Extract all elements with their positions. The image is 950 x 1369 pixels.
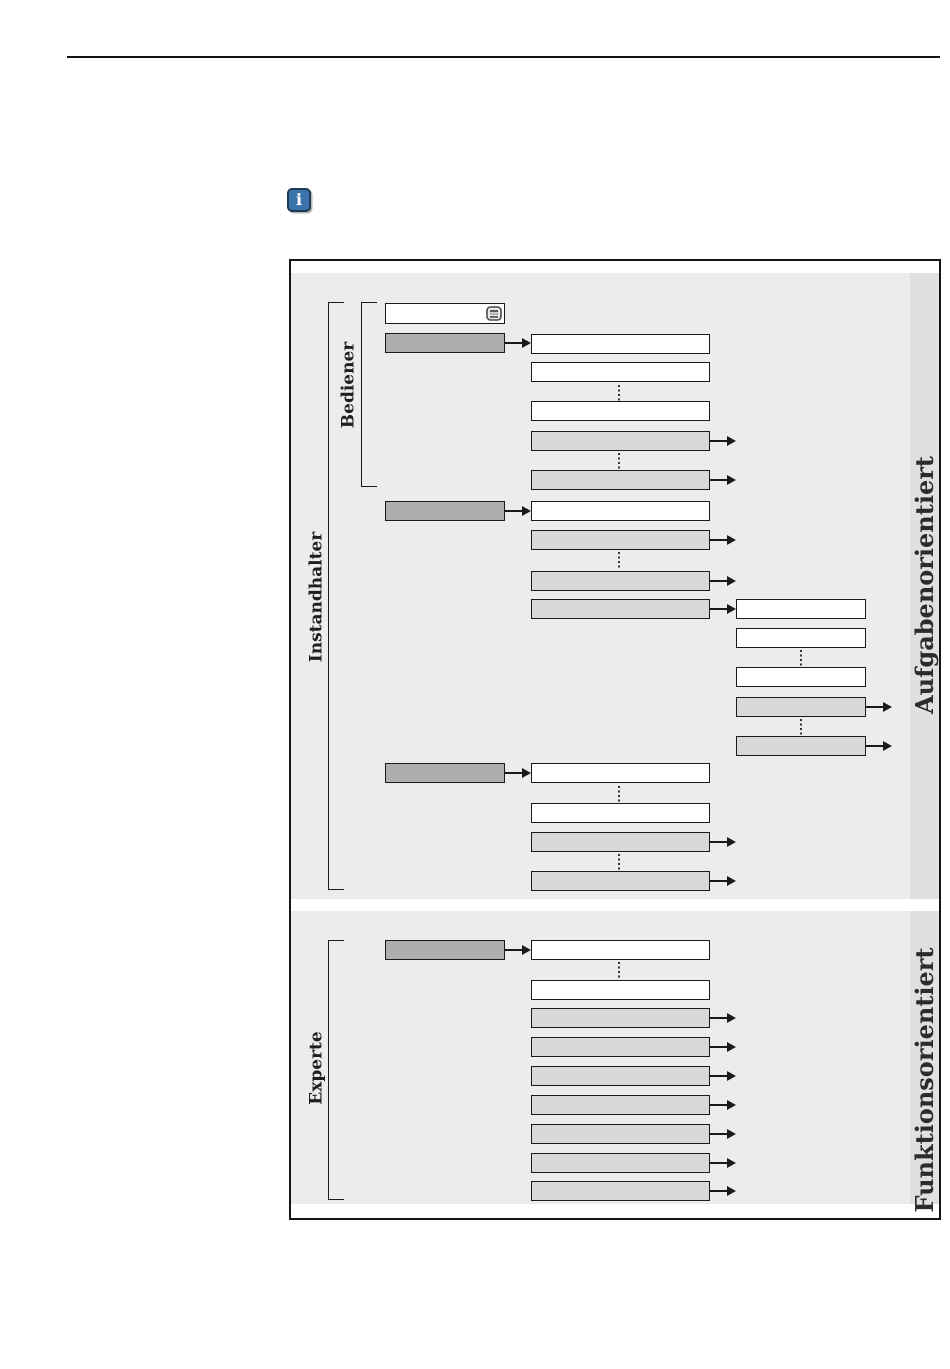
ellipsis-dots — [618, 854, 620, 856]
label-aufgabenorientiert: Aufgabenorientiert — [910, 456, 939, 714]
main-menu-box — [385, 333, 505, 353]
parameter-box — [736, 628, 866, 648]
submenu-box — [531, 871, 710, 891]
strip-task-oriented — [910, 273, 939, 899]
arrow — [505, 342, 522, 344]
main-menu-box — [385, 763, 505, 783]
parameter-box — [736, 667, 866, 687]
main-menu-box — [385, 940, 505, 960]
arrow — [710, 440, 727, 442]
submenu-box — [531, 470, 710, 490]
display-icon — [486, 306, 502, 321]
ellipsis-dots — [618, 385, 620, 387]
bracket-instandhalter — [328, 302, 344, 890]
ellipsis-dots — [800, 719, 802, 721]
arrow — [710, 880, 727, 882]
arrow — [866, 706, 883, 708]
parameter-box — [531, 940, 710, 960]
main-menu-box — [385, 501, 505, 521]
ellipsis-dots — [618, 552, 620, 554]
sub-submenu-box — [736, 736, 866, 756]
display-parameter-box — [385, 303, 505, 324]
submenu-box — [531, 1095, 710, 1115]
submenu-box — [531, 530, 710, 550]
arrow — [710, 580, 727, 582]
ellipsis-dots — [618, 786, 620, 788]
info-icon: i — [287, 188, 311, 212]
arrow — [710, 1046, 727, 1048]
parameter-box — [531, 980, 710, 1000]
ellipsis-dots — [618, 962, 620, 964]
arrow — [710, 539, 727, 541]
arrow — [710, 1162, 727, 1164]
ellipsis-dots — [800, 650, 802, 652]
parameter-box — [531, 763, 710, 783]
submenu-box — [531, 1124, 710, 1144]
parameter-box — [531, 362, 710, 382]
arrow — [710, 608, 727, 610]
submenu-box — [531, 1181, 710, 1201]
submenu-box — [531, 1037, 710, 1057]
submenu-box — [531, 1066, 710, 1086]
arrow — [866, 745, 883, 747]
label-instandhalter: Instandhalter — [306, 531, 327, 663]
arrow — [710, 841, 727, 843]
strip-function-oriented — [910, 911, 939, 1204]
header-rule — [67, 56, 940, 59]
sub-submenu-box — [736, 697, 866, 717]
arrow — [710, 1190, 727, 1192]
arrow — [505, 949, 522, 951]
parameter-box — [531, 401, 710, 421]
label-bediener: Bediener — [338, 341, 359, 429]
ellipsis-dots — [618, 453, 620, 455]
submenu-box — [531, 1008, 710, 1028]
arrow — [710, 1075, 727, 1077]
arrow — [710, 1133, 727, 1135]
submenu-box — [531, 1153, 710, 1173]
label-experte: Experte — [306, 1031, 327, 1105]
parameter-box — [531, 501, 710, 521]
submenu-box — [531, 431, 710, 451]
submenu-box — [531, 571, 710, 591]
parameter-box — [531, 803, 710, 823]
bracket-bediener — [361, 302, 377, 487]
parameter-box — [531, 334, 710, 354]
arrow — [710, 479, 727, 481]
submenu-box — [531, 832, 710, 852]
arrow — [710, 1017, 727, 1019]
info-icon-glyph: i — [295, 190, 303, 209]
arrow — [505, 772, 522, 774]
label-funktionsorientiert: Funktionsorientiert — [910, 947, 939, 1213]
arrow — [505, 510, 522, 512]
bracket-experte — [328, 940, 344, 1200]
parameter-box — [736, 599, 866, 619]
submenu-box — [531, 599, 710, 619]
arrow — [710, 1104, 727, 1106]
